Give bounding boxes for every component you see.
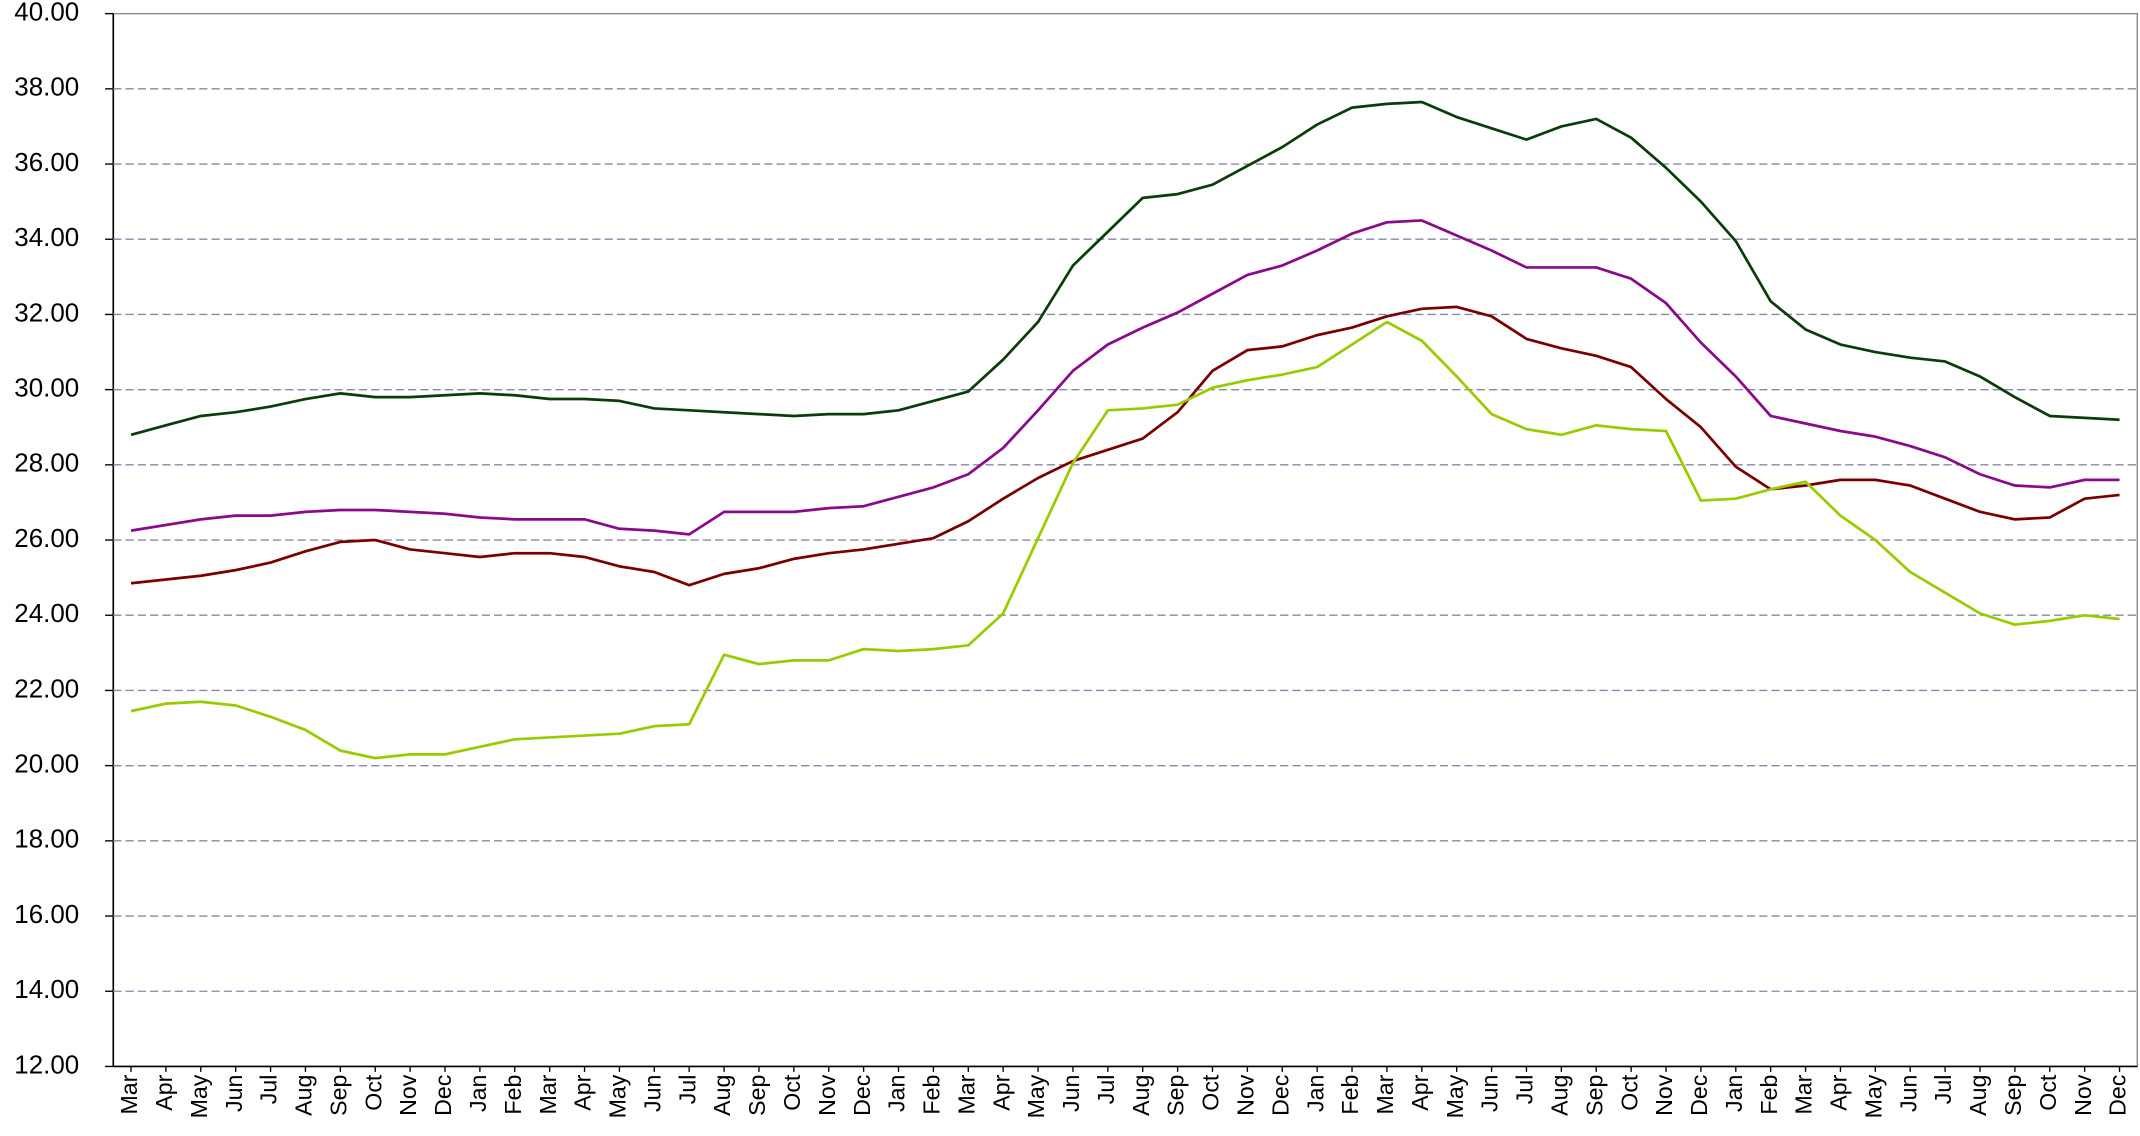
x-tick-label: Nov [1651,1074,1677,1116]
x-tick-label: Dec [430,1075,456,1116]
x-tick-label: Apr [1407,1074,1433,1110]
y-tick-label: 22.00 [14,675,79,703]
x-tick-label: Nov [814,1074,840,1116]
x-tick-label: Aug [1965,1075,1991,1116]
x-tick-label: Aug [1546,1075,1572,1116]
y-tick-label: 40.00 [14,0,79,26]
y-tick-label: 14.00 [14,976,79,1004]
y-tick-label: 34.00 [14,224,79,252]
x-tick-label: Jan [1302,1075,1328,1112]
x-tick-label: Aug [1128,1075,1154,1116]
y-tick-label: 32.00 [14,299,79,327]
series-line [130,305,2120,587]
x-tick-label: Jun [1895,1075,1921,1112]
series-line [130,320,2120,760]
x-tick-label: Jan [884,1075,910,1112]
x-tick-label: Mar [535,1074,561,1114]
x-tick-label: Mar [953,1074,979,1114]
y-tick-label: 24.00 [14,600,79,628]
x-tick-label: Feb [500,1075,526,1115]
x-tick-label: Feb [1337,1075,1363,1115]
series-line [130,100,2120,437]
y-tick-label: 26.00 [14,525,79,553]
x-tick-label: Nov [1232,1074,1258,1116]
x-tick-label: Oct [360,1074,386,1111]
x-tick-label: Sep [325,1075,351,1116]
x-tick-label: Apr [1826,1074,1852,1110]
y-tick-label: 12.00 [14,1051,79,1079]
y-tick-label: 20.00 [14,750,79,778]
x-tick-label: Mar [1372,1074,1398,1114]
x-tick-label: Oct [2035,1074,2061,1111]
x-tick-label: Jul [256,1075,282,1105]
x-tick-label: Nov [395,1074,421,1116]
x-tick-label: Sep [2000,1075,2026,1116]
y-tick-label: 28.00 [14,450,79,478]
x-tick-label: May [1023,1074,1049,1118]
x-tick-label: Jan [1721,1075,1747,1112]
x-tick-label: Nov [2070,1074,2096,1116]
x-tick-label: Feb [919,1075,945,1115]
x-tick-label: Sep [1163,1075,1189,1116]
y-tick-label: 38.00 [14,74,79,102]
x-tick-label: Feb [1756,1075,1782,1115]
x-tick-label: Jun [221,1075,247,1112]
x-tick-label: May [1860,1074,1886,1118]
x-tick-label: Jun [1058,1075,1084,1112]
x-tick-label: Jun [1477,1075,1503,1112]
x-tick-label: Apr [151,1074,177,1110]
x-tick-label: Aug [709,1075,735,1116]
x-tick-label: Dec [1267,1075,1293,1116]
y-tick-label: 16.00 [14,901,79,929]
x-tick-label: Oct [779,1074,805,1111]
x-tick-label: Jul [1512,1075,1538,1105]
x-tick-label: Dec [2105,1075,2131,1116]
x-tick-label: May [186,1074,212,1118]
x-tick-label: Aug [291,1075,317,1116]
series-line [130,219,2120,536]
y-tick-label: 18.00 [14,826,79,854]
x-tick-label: Dec [849,1075,875,1116]
x-tick-label: May [605,1074,631,1118]
x-tick-label: Jan [465,1075,491,1112]
y-tick-label: 36.00 [14,149,79,177]
x-tick-label: Apr [988,1074,1014,1110]
x-tick-label: Mar [116,1074,142,1114]
x-tick-label: Oct [1198,1074,1224,1111]
x-tick-label: May [1442,1074,1468,1118]
x-tick-label: Jul [674,1075,700,1105]
x-tick-label: Oct [1616,1074,1642,1111]
x-tick-label: Jul [1093,1075,1119,1105]
x-tick-label: Sep [744,1075,770,1116]
x-tick-label: Mar [1791,1074,1817,1114]
x-tick-label: Dec [1686,1075,1712,1116]
x-tick-label: Jun [639,1075,665,1112]
y-tick-label: 30.00 [14,374,79,402]
x-tick-label: Sep [1581,1075,1607,1116]
x-tick-label: Jul [1930,1075,1956,1105]
x-tick-label: Apr [570,1074,596,1110]
